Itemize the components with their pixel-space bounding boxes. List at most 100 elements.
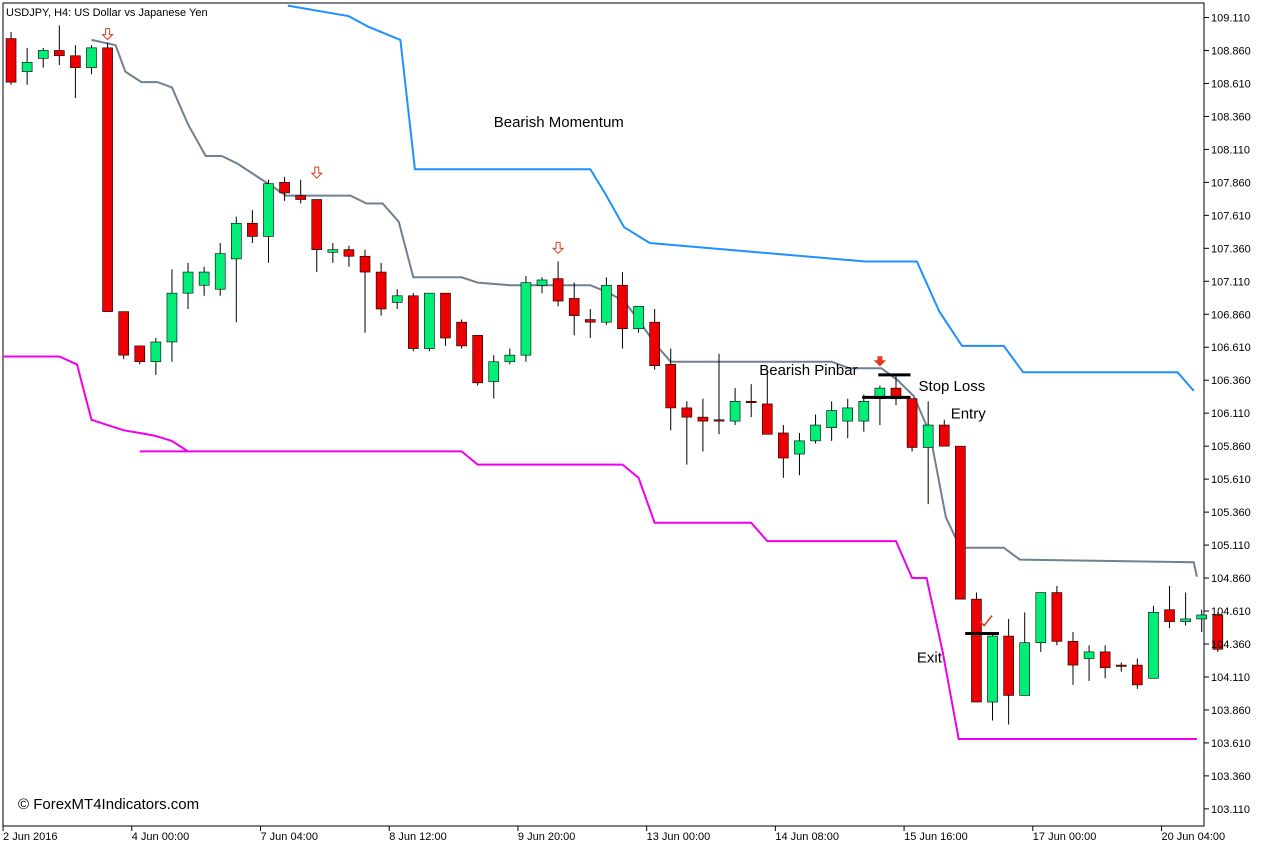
candle bbox=[134, 345, 146, 365]
y-tick-label: 107.860 bbox=[1211, 177, 1251, 189]
y-tick-label: 108.360 bbox=[1211, 111, 1251, 123]
candle-body-bull bbox=[37, 50, 49, 59]
candle-body-bear bbox=[343, 249, 355, 257]
x-axis: 2 Jun 2016 4 Jun 00:00 7 Jun 04:00 8 Jun 12… bbox=[2, 826, 1225, 843]
watermark: © ForexMT4Indicators.com bbox=[18, 796, 199, 813]
candle-body-bull bbox=[826, 410, 837, 428]
candle bbox=[697, 398, 709, 452]
candle bbox=[54, 25, 65, 65]
candle bbox=[1180, 592, 1191, 626]
check-mark-icon bbox=[979, 615, 993, 627]
candle-body-bear bbox=[407, 295, 419, 349]
candle bbox=[247, 210, 258, 244]
y-tick-label: 104.610 bbox=[1211, 606, 1251, 618]
x-tick-label: 7 Jun 04:00 bbox=[260, 831, 318, 843]
candle-body-bear bbox=[552, 278, 564, 302]
candle-body-bull bbox=[842, 407, 854, 422]
candle bbox=[938, 419, 950, 447]
candle bbox=[810, 414, 821, 444]
candle-body-bear bbox=[1051, 592, 1063, 642]
candle-body-bull bbox=[214, 253, 226, 290]
candle-body-bull bbox=[86, 47, 97, 68]
annotation-bearish-pinbar: Bearish Pinbar bbox=[759, 362, 857, 379]
y-tick-label: 105.860 bbox=[1211, 441, 1251, 453]
y-tick-label: 104.110 bbox=[1211, 672, 1250, 684]
y-tick-label: 104.860 bbox=[1211, 573, 1251, 585]
candle bbox=[987, 632, 998, 721]
candle bbox=[472, 335, 483, 386]
candle-body-bear bbox=[617, 284, 628, 330]
candle bbox=[21, 47, 33, 85]
y-tick-label: 107.360 bbox=[1211, 243, 1251, 255]
y-tick-label: 104.360 bbox=[1211, 639, 1251, 651]
candle-body-bear bbox=[70, 55, 81, 68]
candle-body-bear bbox=[1067, 641, 1079, 666]
markers-layer bbox=[101, 28, 993, 627]
candle-body-bear bbox=[295, 195, 306, 200]
x-tick-label: 8 Jun 12:00 bbox=[389, 831, 447, 843]
y-tick-label: 106.360 bbox=[1211, 375, 1251, 387]
y-tick-label: 106.610 bbox=[1211, 342, 1251, 354]
candle-body-bull bbox=[794, 440, 805, 455]
candle bbox=[391, 289, 403, 309]
candle-body-bull bbox=[520, 282, 532, 356]
candle bbox=[536, 277, 548, 294]
candle bbox=[922, 401, 934, 505]
candle-body-bull bbox=[1196, 614, 1208, 620]
candle-body-bear bbox=[1003, 635, 1014, 696]
y-tick-label: 108.610 bbox=[1211, 78, 1251, 90]
candle bbox=[858, 394, 870, 432]
candle bbox=[584, 308, 596, 339]
sell-arrow-icon bbox=[551, 241, 565, 255]
candle bbox=[1132, 658, 1143, 689]
candle bbox=[424, 292, 435, 352]
candle-body-bear bbox=[1212, 614, 1224, 650]
candle bbox=[1019, 612, 1031, 696]
candle-body-bear bbox=[247, 222, 258, 237]
candle-body-bull bbox=[922, 424, 934, 448]
lower-band-line bbox=[3, 355, 1197, 740]
candle bbox=[520, 276, 532, 362]
candle bbox=[1067, 632, 1079, 685]
candle bbox=[198, 266, 210, 296]
candle-body-bull bbox=[150, 341, 162, 363]
candle bbox=[70, 45, 81, 98]
candle-body-bear bbox=[1132, 664, 1143, 686]
candle bbox=[1099, 645, 1111, 679]
candle bbox=[504, 348, 516, 365]
candle bbox=[601, 277, 612, 325]
candle-body-bear bbox=[456, 321, 467, 347]
y-tick-label: 105.110 bbox=[1211, 540, 1250, 552]
candle bbox=[102, 42, 113, 312]
candle-body-bear bbox=[697, 416, 709, 422]
candle bbox=[1083, 645, 1095, 681]
candle-body-bear bbox=[584, 319, 596, 323]
x-tick-label: 14 Jun 08:00 bbox=[775, 831, 839, 843]
candle-body-bull bbox=[1019, 642, 1031, 696]
candle bbox=[794, 432, 805, 476]
candle bbox=[456, 319, 467, 349]
candle bbox=[906, 398, 918, 452]
candle-body-bear bbox=[5, 38, 17, 83]
x-tick-label: 4 Jun 00:00 bbox=[132, 831, 190, 843]
upper-band-line bbox=[287, 4, 1195, 392]
x-tick-label: 15 Jun 16:00 bbox=[904, 831, 968, 843]
candle bbox=[1196, 609, 1208, 633]
x-tick-label: 2 Jun 2016 bbox=[3, 831, 57, 843]
candle bbox=[311, 199, 323, 273]
candle bbox=[617, 272, 628, 349]
candle bbox=[713, 353, 725, 435]
candle bbox=[1148, 605, 1159, 679]
candle bbox=[182, 262, 194, 309]
candle-body-bull bbox=[601, 284, 612, 323]
candle bbox=[552, 261, 564, 307]
candle-body-bull bbox=[327, 249, 339, 253]
y-tick-label: 103.110 bbox=[1211, 804, 1250, 816]
candle bbox=[1035, 592, 1047, 652]
candle bbox=[327, 243, 339, 263]
candle bbox=[1212, 612, 1224, 652]
candle-body-bear bbox=[906, 398, 918, 448]
candle bbox=[37, 47, 49, 68]
